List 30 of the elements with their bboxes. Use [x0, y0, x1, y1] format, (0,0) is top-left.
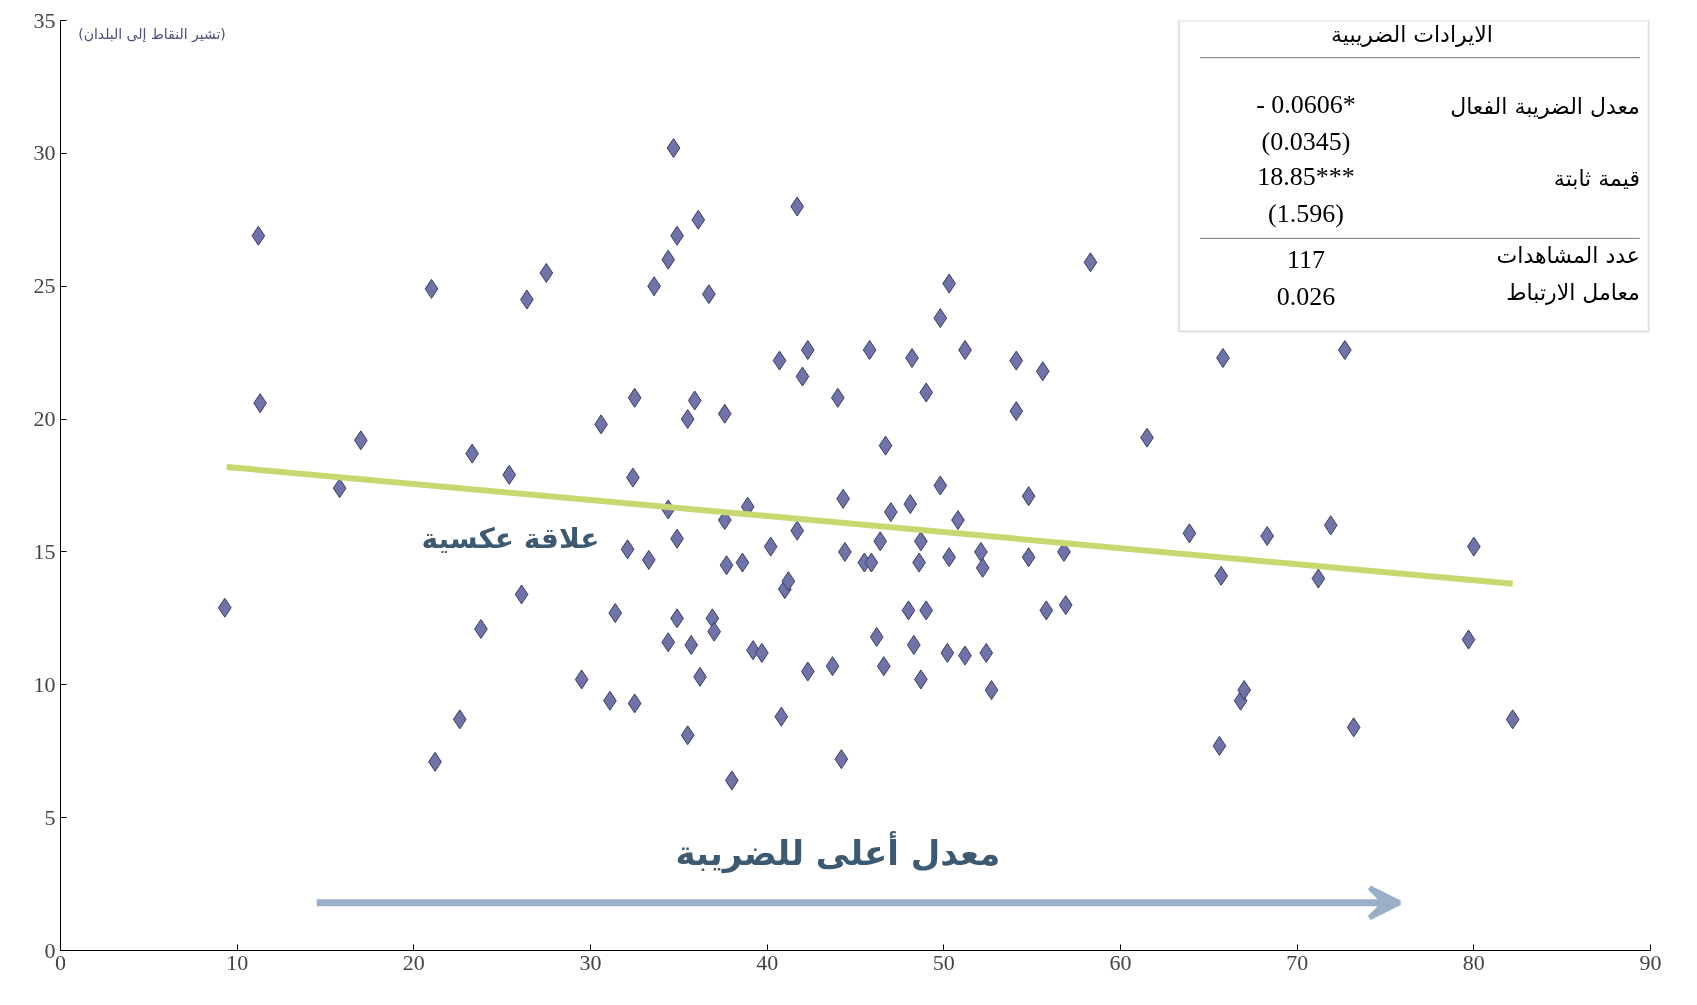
x-tick-label: 50 — [932, 949, 955, 975]
annotation: معدل الضريبة الفعال — [1450, 93, 1640, 119]
annotation: (تشير النقاط إلى البلدان) — [78, 25, 226, 43]
x-tick-label: 20 — [402, 949, 425, 975]
annotation: (1.596) — [1268, 198, 1344, 228]
annotation: 117 — [1286, 244, 1326, 274]
y-tick-label: 10 — [33, 671, 56, 697]
annotation: (0.0345) — [1261, 127, 1351, 157]
annotation: معدل أعلى للضريبة — [675, 831, 1001, 875]
annotation: قيمة ثابتة — [1553, 165, 1640, 191]
annotation: 0.026 — [1276, 281, 1336, 311]
annotation: الايرادات الضريبية — [1331, 22, 1493, 48]
x-tick-label: 90 — [1639, 949, 1662, 975]
annotation: - 0.0606* — [1256, 89, 1356, 119]
y-tick-label: 35 — [33, 7, 56, 33]
y-tick-label: 30 — [33, 140, 56, 166]
y-tick-label: 15 — [33, 538, 56, 564]
annotation: علاقة عكسية — [421, 521, 600, 555]
annotation: 18.85*** — [1257, 161, 1355, 191]
annotation: معامل الارتباط — [1506, 279, 1640, 305]
annotation: عدد المشاهدات — [1496, 242, 1640, 268]
y-tick-label: 20 — [33, 406, 56, 432]
y-tick-label: 25 — [33, 273, 56, 299]
x-tick-label: 80 — [1462, 949, 1485, 975]
x-tick-label: 10 — [226, 949, 249, 975]
y-tick-label: 5 — [44, 804, 56, 830]
x-tick-label: 60 — [1109, 949, 1132, 975]
x-tick-label: 70 — [1286, 949, 1309, 975]
x-tick-label: 40 — [756, 949, 779, 975]
x-tick-label: 30 — [579, 949, 602, 975]
